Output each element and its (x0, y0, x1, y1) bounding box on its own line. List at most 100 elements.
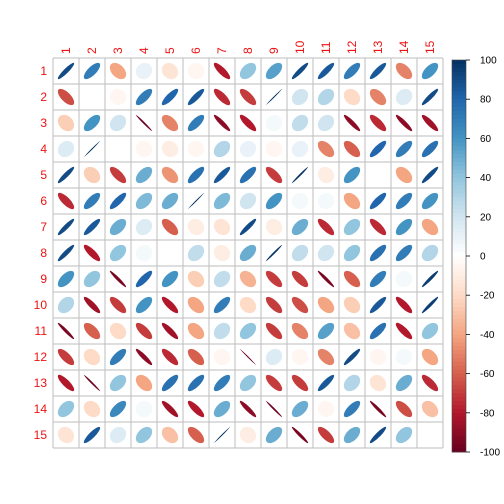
colorbar-segment-34 (452, 193, 466, 198)
cell-r6-c3 (109, 192, 127, 210)
colorbar-segment-24 (452, 154, 466, 159)
cell-r13-c8 (239, 374, 257, 392)
cell-r13-c14 (395, 374, 413, 392)
cell-r6-c2 (83, 192, 101, 210)
grid-lines (52, 57, 444, 449)
col-label-5: 5 (163, 47, 177, 54)
colorbar-tick-label-9: 80 (480, 95, 492, 106)
colorbar-segment-7 (452, 87, 466, 92)
colorbar-segment-14 (452, 114, 466, 120)
cell-r6-c1 (57, 192, 75, 210)
colorbar-tick-label-0: -100 (480, 448, 500, 459)
column-labels: 1 2 3 4 5 6 7 8 9 10 11 12 13 14 15 (59, 40, 437, 54)
cell-r15-c7 (213, 426, 231, 444)
colorbar-segment-59 (452, 291, 466, 296)
colorbar-segment-30 (452, 177, 466, 182)
cell-r6-c15 (421, 192, 439, 210)
cell-r4-c1 (57, 140, 75, 158)
cell-r7-c11 (317, 218, 335, 236)
correlation-cells (57, 62, 439, 444)
cell-r9-c8 (239, 270, 257, 288)
cell-r10-c11 (317, 296, 335, 314)
colorbar-segment-72 (452, 342, 466, 347)
cell-r15-c4 (135, 426, 153, 444)
cell-r9-c4 (135, 270, 153, 288)
row-label-13: 13 (34, 376, 48, 390)
cell-r10-c4 (135, 296, 153, 314)
cell-r11-c2 (83, 322, 101, 340)
cell-r14-c6 (187, 400, 205, 418)
cell-r15-c10 (291, 426, 309, 444)
colorbar-segment-64 (452, 310, 466, 316)
colorbar-segment-67 (452, 322, 466, 327)
col-label-15: 15 (423, 40, 437, 54)
cell-r14-c15 (421, 400, 439, 418)
cell-r6-c7 (213, 192, 231, 210)
colorbar-segment-1 (452, 63, 466, 69)
colorbar-segment-96 (452, 436, 466, 441)
colorbar-segment-35 (452, 197, 466, 202)
cell-r2-c8 (239, 88, 257, 106)
cell-r1-c8 (239, 62, 257, 80)
cell-r5-c13 (369, 166, 387, 184)
cell-r3-c4 (135, 114, 153, 132)
cell-r12-c12 (343, 348, 361, 366)
colorbar-segment-31 (452, 181, 466, 186)
cell-r14-c9 (265, 400, 283, 418)
cell-r12-c2 (83, 348, 101, 366)
colorbar-segment-25 (452, 158, 466, 163)
cell-r4-c15 (421, 140, 439, 158)
cell-r3-c9 (265, 114, 283, 132)
cell-r5-c2 (83, 166, 101, 184)
colorbar-segment-47 (452, 244, 466, 249)
colorbar-tick-label-7: 40 (480, 173, 492, 184)
cell-r6-c13 (369, 192, 387, 210)
cell-r8-c4 (135, 244, 153, 262)
colorbar-segment-23 (452, 150, 466, 155)
cell-r6-c5 (161, 192, 179, 210)
cell-r4-c3 (109, 140, 127, 158)
colorbar-segment-98 (452, 444, 466, 449)
colorbar-segment-19 (452, 134, 466, 139)
cell-r5-c14 (395, 166, 413, 184)
cell-r2-c13 (369, 88, 387, 106)
cell-r11-c14 (395, 322, 413, 340)
colorbar-segment-56 (452, 279, 466, 284)
colorbar-segment-17 (452, 126, 466, 131)
cell-r3-c15 (421, 114, 439, 132)
colorbar-segment-36 (452, 201, 466, 206)
cell-r8-c11 (317, 244, 335, 262)
cell-r10-c2 (83, 296, 101, 314)
colorbar-segment-54 (452, 271, 466, 276)
cell-r15-c12 (343, 426, 361, 444)
cell-r12-c14 (395, 348, 413, 366)
cell-r13-c15 (421, 374, 439, 392)
colorbar-segment-77 (452, 361, 466, 367)
cell-r10-c1 (57, 296, 75, 314)
cell-r15-c14 (395, 426, 413, 444)
cell-r1-c5 (161, 62, 179, 80)
colorbar-segment-97 (452, 440, 466, 445)
color-legend: -100 -80 -60 -40 -20 0 20 40 60 80 100 (451, 56, 500, 459)
row-label-5: 5 (40, 168, 47, 182)
colorbar-segment-75 (452, 354, 466, 359)
colorbar-segment-42 (452, 224, 466, 229)
colorbar-segment-65 (452, 314, 466, 320)
colorbar-segment-22 (452, 146, 466, 151)
cell-r4-c10 (291, 140, 309, 158)
colorbar-segment-2 (452, 67, 466, 73)
col-label-12: 12 (345, 40, 359, 54)
colorbar-segment-58 (452, 287, 466, 292)
col-label-1: 1 (59, 47, 73, 54)
cell-r14-c1 (57, 400, 75, 418)
colorbar-tick-label-10: 100 (480, 56, 497, 67)
colorbar-segment-94 (452, 428, 466, 433)
cell-r5-c4 (135, 166, 153, 184)
col-label-2: 2 (85, 47, 99, 54)
colorbar-segment-55 (452, 275, 466, 280)
colorbar-segment-29 (452, 173, 466, 178)
row-label-8: 8 (40, 246, 47, 260)
cell-r8-c14 (395, 244, 413, 262)
colorbar-segment-61 (452, 299, 466, 304)
